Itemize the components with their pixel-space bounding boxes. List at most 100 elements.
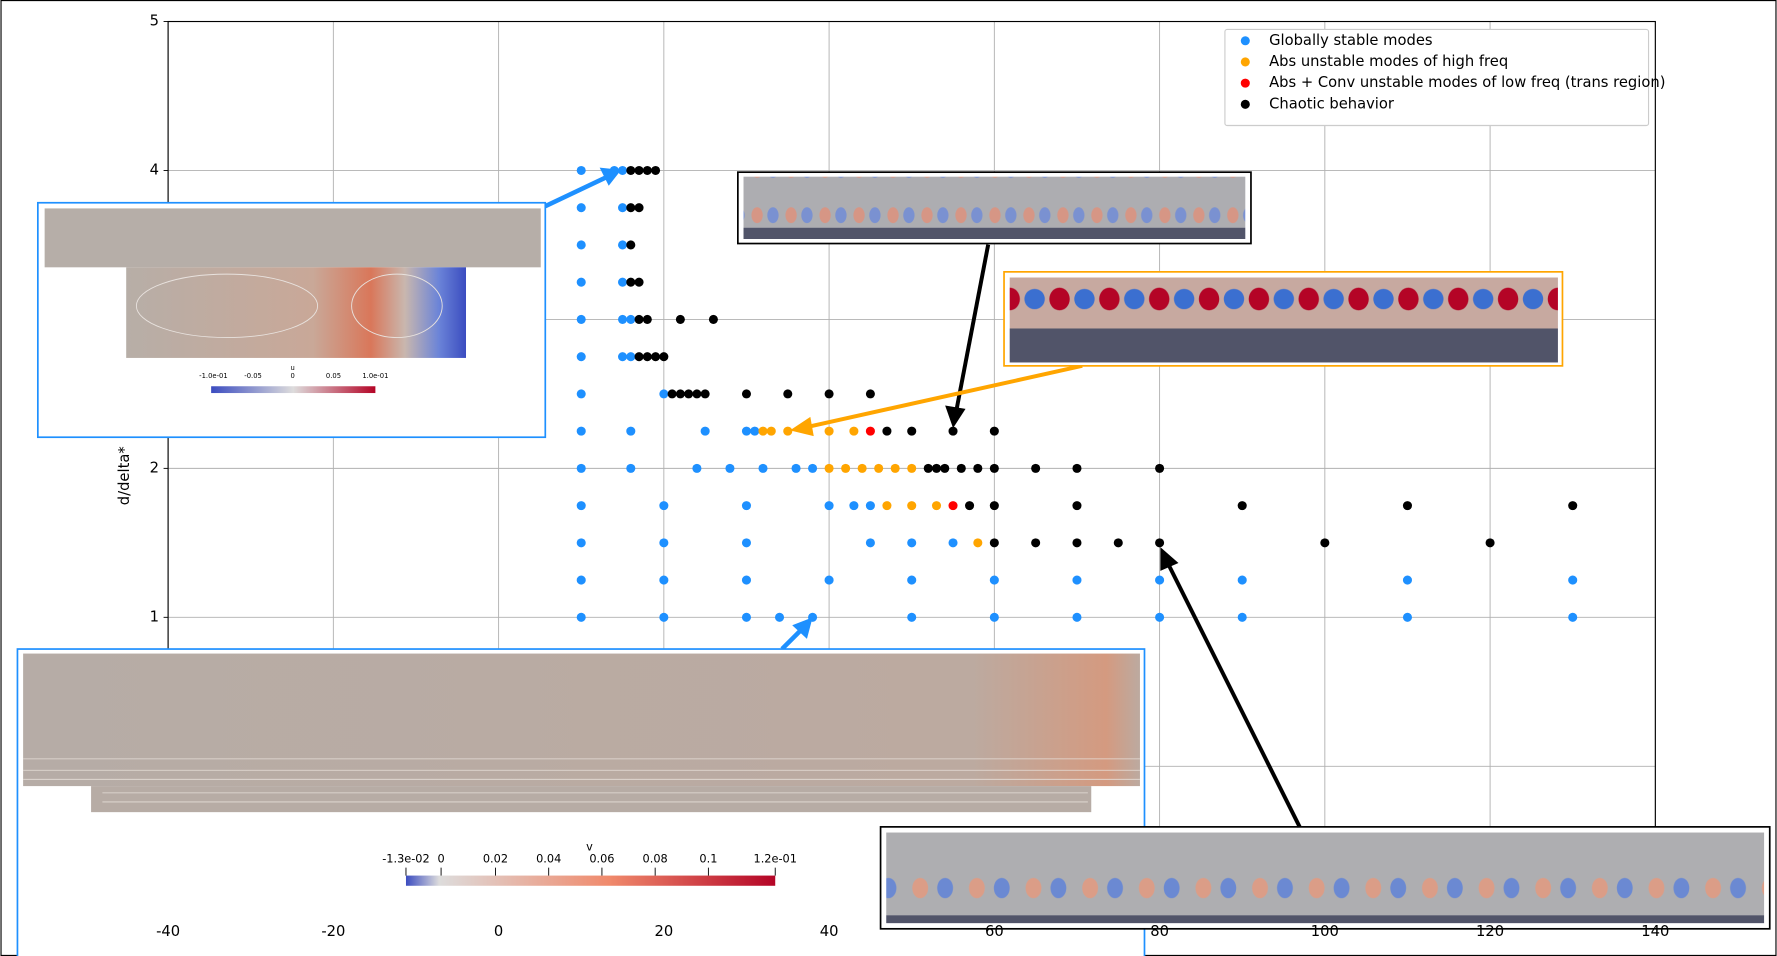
point bbox=[1155, 612, 1165, 622]
point bbox=[1113, 538, 1123, 548]
point bbox=[1320, 538, 1330, 548]
point bbox=[618, 314, 628, 324]
arrow bbox=[1167, 565, 1302, 828]
point bbox=[948, 538, 958, 548]
x-tick-label: 0 bbox=[494, 923, 503, 940]
point bbox=[741, 389, 752, 399]
point bbox=[783, 389, 793, 399]
colorbar-title: u bbox=[291, 364, 295, 372]
y-tick-label: 2 bbox=[150, 459, 159, 476]
point bbox=[675, 389, 685, 399]
point bbox=[931, 501, 942, 511]
colorbar-label: 1.0e-01 bbox=[362, 372, 388, 380]
point bbox=[1072, 501, 1082, 511]
point bbox=[692, 463, 702, 473]
flow-image bbox=[126, 267, 467, 358]
point bbox=[634, 314, 644, 324]
point bbox=[659, 389, 669, 399]
point bbox=[626, 277, 636, 287]
colorbar-label: -1.3e-02 bbox=[382, 852, 430, 866]
colorbar-label: -0.05 bbox=[244, 372, 262, 380]
point bbox=[741, 612, 752, 622]
point bbox=[618, 165, 628, 176]
point bbox=[741, 538, 752, 548]
point bbox=[651, 165, 661, 176]
point bbox=[667, 389, 677, 399]
point bbox=[1031, 538, 1041, 548]
point bbox=[750, 426, 760, 436]
point bbox=[618, 277, 628, 287]
point bbox=[675, 314, 685, 324]
legend-marker bbox=[1240, 99, 1250, 109]
point bbox=[576, 240, 586, 250]
point bbox=[576, 538, 586, 548]
x-tick-label: 140 bbox=[1641, 923, 1669, 940]
inset-top bbox=[737, 171, 1252, 429]
point bbox=[626, 314, 636, 324]
y-tick-label: 1 bbox=[150, 608, 159, 625]
x-tick-label: 20 bbox=[654, 923, 673, 940]
point bbox=[642, 165, 652, 176]
point bbox=[824, 575, 834, 585]
point bbox=[1155, 575, 1165, 585]
point bbox=[956, 463, 966, 473]
point bbox=[989, 612, 999, 622]
point bbox=[907, 575, 917, 585]
point bbox=[1402, 612, 1412, 622]
point bbox=[659, 501, 669, 511]
point bbox=[576, 501, 586, 511]
point bbox=[626, 203, 636, 213]
flow-image bbox=[1009, 277, 1558, 329]
point bbox=[907, 501, 917, 511]
legend-marker bbox=[1240, 57, 1250, 67]
arrow-head bbox=[599, 167, 622, 186]
arrow-head bbox=[945, 405, 966, 429]
point bbox=[865, 538, 875, 548]
point bbox=[1072, 612, 1082, 622]
point bbox=[659, 612, 669, 622]
point bbox=[989, 463, 999, 473]
point bbox=[865, 389, 875, 399]
point bbox=[1402, 575, 1412, 585]
x-tick-label: 100 bbox=[1311, 923, 1339, 940]
point bbox=[692, 389, 702, 399]
point bbox=[634, 352, 644, 362]
point bbox=[634, 165, 644, 176]
point bbox=[907, 612, 917, 622]
flow-image bbox=[743, 176, 1246, 228]
point bbox=[766, 426, 776, 436]
point bbox=[618, 240, 628, 250]
point bbox=[973, 538, 983, 548]
point bbox=[973, 463, 983, 473]
wall bbox=[1009, 328, 1558, 363]
point bbox=[634, 277, 644, 287]
x-tick-label: 40 bbox=[820, 923, 839, 940]
point bbox=[659, 575, 669, 585]
streamline bbox=[23, 758, 1140, 803]
point bbox=[642, 352, 652, 362]
point bbox=[989, 501, 999, 511]
legend-label: Abs + Conv unstable modes of low freq (t… bbox=[1269, 74, 1665, 91]
point bbox=[634, 203, 644, 213]
point bbox=[1568, 501, 1578, 511]
colorbar-label: 0.1 bbox=[699, 852, 717, 866]
point bbox=[576, 277, 586, 287]
point bbox=[940, 463, 950, 473]
point bbox=[989, 575, 999, 585]
colorbar bbox=[211, 386, 376, 394]
point bbox=[651, 352, 661, 362]
legend-label: Chaotic behavior bbox=[1269, 95, 1395, 112]
point bbox=[865, 501, 875, 511]
point bbox=[684, 389, 694, 399]
point bbox=[626, 463, 636, 473]
point bbox=[989, 426, 999, 436]
arrow-head bbox=[789, 416, 814, 437]
point bbox=[1402, 501, 1412, 511]
point bbox=[1072, 538, 1082, 548]
point bbox=[824, 426, 834, 436]
point bbox=[882, 501, 892, 511]
point bbox=[626, 352, 636, 362]
colorbar-label: 0.04 bbox=[536, 852, 561, 866]
point bbox=[576, 203, 586, 213]
